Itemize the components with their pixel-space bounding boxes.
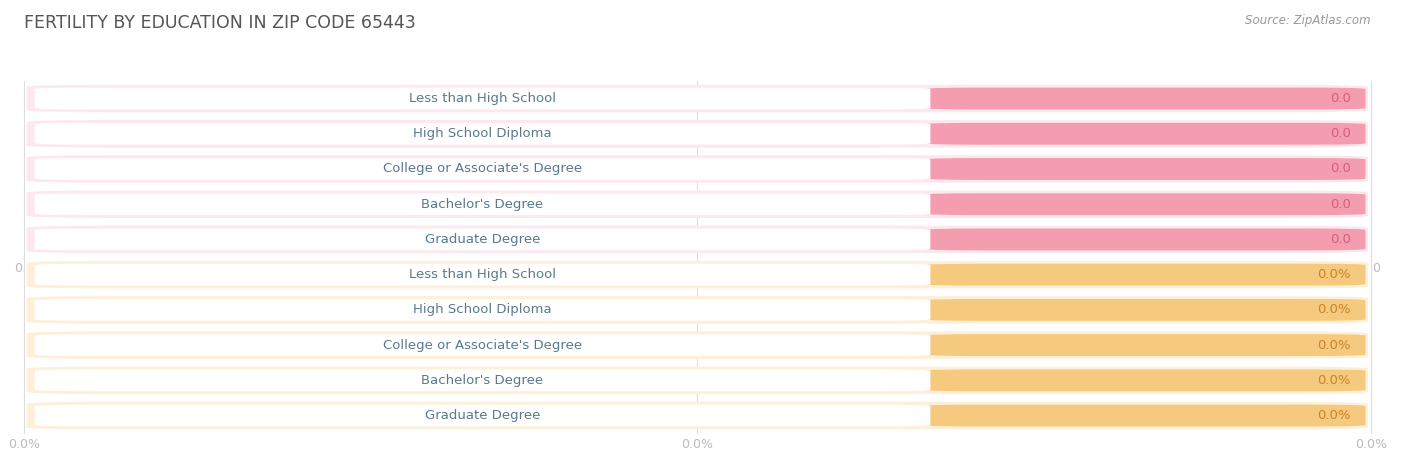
Text: 0.0%: 0.0% (1317, 268, 1351, 281)
FancyBboxPatch shape (927, 405, 1365, 426)
Text: College or Associate's Degree: College or Associate's Degree (382, 162, 582, 176)
Text: 0.0%: 0.0% (1317, 303, 1351, 317)
Text: 0.0%: 0.0% (1317, 409, 1351, 422)
FancyBboxPatch shape (35, 264, 931, 286)
Text: Graduate Degree: Graduate Degree (425, 233, 540, 246)
Text: Graduate Degree: Graduate Degree (425, 409, 540, 422)
FancyBboxPatch shape (35, 334, 931, 356)
FancyBboxPatch shape (927, 299, 1365, 321)
FancyBboxPatch shape (27, 331, 1368, 359)
FancyBboxPatch shape (27, 155, 1368, 183)
FancyBboxPatch shape (35, 193, 931, 215)
FancyBboxPatch shape (927, 88, 1365, 109)
FancyBboxPatch shape (27, 190, 1368, 218)
Text: 0.0: 0.0 (1330, 233, 1351, 246)
FancyBboxPatch shape (27, 261, 1368, 288)
FancyBboxPatch shape (35, 405, 931, 426)
FancyBboxPatch shape (927, 158, 1365, 180)
FancyBboxPatch shape (27, 85, 1368, 112)
Text: 0.0%: 0.0% (1317, 374, 1351, 387)
Text: High School Diploma: High School Diploma (413, 303, 551, 317)
FancyBboxPatch shape (35, 88, 931, 109)
FancyBboxPatch shape (35, 123, 931, 145)
FancyBboxPatch shape (35, 228, 931, 250)
FancyBboxPatch shape (927, 228, 1365, 250)
FancyBboxPatch shape (27, 367, 1368, 394)
Text: Source: ZipAtlas.com: Source: ZipAtlas.com (1246, 14, 1371, 27)
Text: High School Diploma: High School Diploma (413, 127, 551, 140)
Text: Less than High School: Less than High School (409, 92, 555, 105)
Text: 0.0: 0.0 (1330, 127, 1351, 140)
FancyBboxPatch shape (927, 193, 1365, 215)
Text: 0.0: 0.0 (1330, 198, 1351, 211)
Text: 0.0: 0.0 (1330, 162, 1351, 176)
FancyBboxPatch shape (27, 226, 1368, 253)
Text: Less than High School: Less than High School (409, 268, 555, 281)
Text: College or Associate's Degree: College or Associate's Degree (382, 338, 582, 352)
FancyBboxPatch shape (27, 402, 1368, 429)
Text: FERTILITY BY EDUCATION IN ZIP CODE 65443: FERTILITY BY EDUCATION IN ZIP CODE 65443 (24, 14, 416, 32)
FancyBboxPatch shape (35, 299, 931, 321)
FancyBboxPatch shape (27, 296, 1368, 324)
FancyBboxPatch shape (927, 123, 1365, 145)
FancyBboxPatch shape (927, 369, 1365, 391)
FancyBboxPatch shape (27, 120, 1368, 148)
Text: Bachelor's Degree: Bachelor's Degree (422, 198, 544, 211)
Text: 0.0: 0.0 (1330, 92, 1351, 105)
FancyBboxPatch shape (927, 264, 1365, 286)
Text: Bachelor's Degree: Bachelor's Degree (422, 374, 544, 387)
FancyBboxPatch shape (35, 369, 931, 391)
FancyBboxPatch shape (927, 334, 1365, 356)
Text: 0.0%: 0.0% (1317, 338, 1351, 352)
FancyBboxPatch shape (35, 158, 931, 180)
